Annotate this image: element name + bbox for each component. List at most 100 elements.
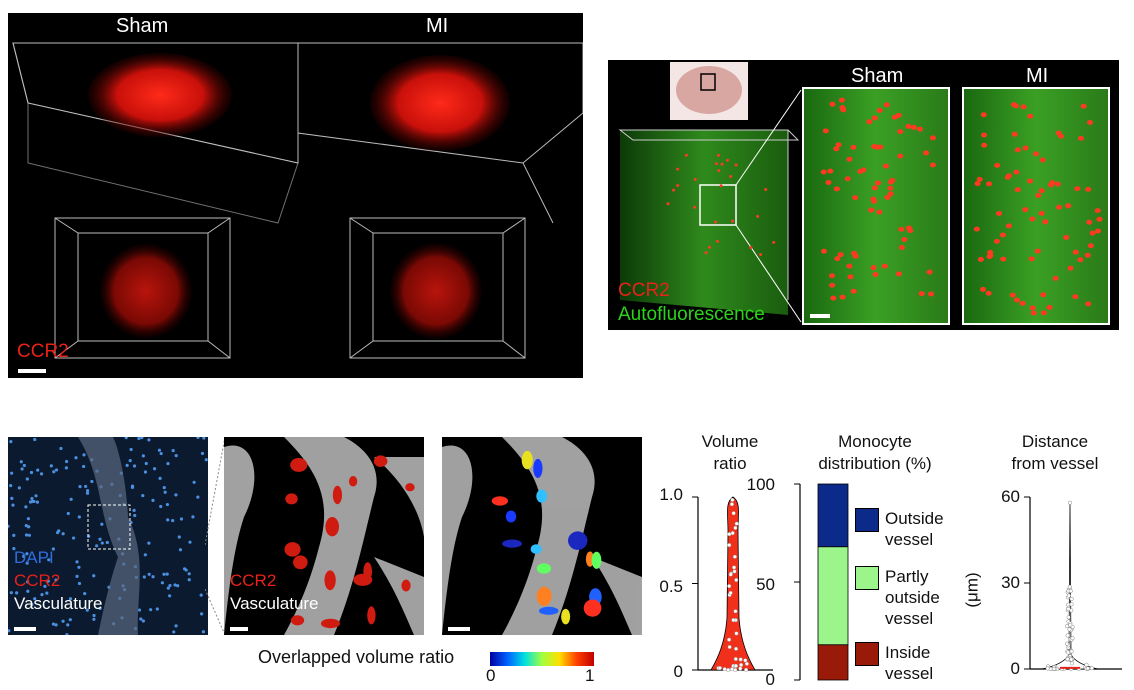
chart1-point-10 [727, 532, 732, 537]
panel-c-overlap-image [442, 437, 642, 635]
panel-c-ccr2-label-2: CCR2 [230, 571, 277, 590]
chart3-ytick-30: 30 [1001, 573, 1020, 592]
chart3-title-line2: from vessel [1011, 454, 1099, 473]
mi-brain-top [370, 55, 510, 151]
mi-top-box [297, 42, 583, 224]
sham-front-box [54, 217, 231, 359]
chart1-point-39 [717, 666, 722, 671]
overlap-render [442, 437, 642, 635]
chart3-point-40 [1089, 666, 1094, 671]
panel-a-sham-label: Sham [116, 15, 169, 37]
chart1-point-19 [744, 667, 749, 672]
chart1-point-3 [732, 565, 737, 570]
chart1-point-13 [734, 577, 739, 582]
chart1-point-16 [730, 497, 735, 502]
chart1-point-8 [726, 667, 731, 672]
chart1-point-26 [732, 554, 737, 559]
chart2-title-line2: distribution (%) [818, 454, 932, 473]
chart1-point-34 [727, 637, 732, 642]
chart1-ytick-05: 0.5 [659, 577, 683, 596]
panel-c-ccr2-label: CCR2 [14, 571, 61, 590]
panel-c-dapi-image: DAPI CCR2 Vasculature [8, 437, 208, 635]
chart1-point-15 [733, 656, 738, 661]
chart3-point-46 [1066, 593, 1072, 598]
chart1-point-36 [733, 525, 738, 530]
legend-partly-label: Partly outside vessel [885, 566, 940, 629]
chart2-bar-inside-vessel [817, 644, 849, 681]
chart1-point-32 [730, 531, 735, 536]
chart2-ytick-50: 50 [756, 575, 775, 594]
chart3-ytick-60: 60 [1001, 487, 1020, 506]
chart3-point-67 [1067, 627, 1072, 632]
chart3-point-62 [1065, 657, 1070, 662]
chart2-ytick-0: 0 [765, 670, 775, 689]
panel-c-scale-bar-3 [448, 627, 470, 631]
chart1-point-22 [739, 662, 744, 667]
legend-inside-line1: Inside [885, 643, 931, 662]
chart1-ytick-1: 1.0 [659, 485, 683, 504]
panel-b-render [618, 62, 1110, 325]
sham-zoom [802, 87, 950, 325]
green-block [620, 130, 788, 315]
chart2-ytick-100: 100 [746, 475, 775, 494]
chart3-point-23 [1084, 662, 1089, 667]
legend-partly-line2: outside [885, 588, 940, 607]
chart3-point-56 [1051, 666, 1057, 671]
legend-outside-line2: vessel [885, 530, 934, 549]
panel-c-vasculature-label-2: Vasculature [230, 594, 319, 613]
legend-partly-swatch [855, 566, 879, 590]
panel-b-scale-bar [810, 314, 830, 318]
chart3-ylabel: (μm) [962, 572, 982, 608]
legend-inside-line2: vessel [885, 664, 934, 683]
panel-c-vessel-image: CCR2 Vasculature [224, 437, 424, 635]
chart1-point-6 [722, 667, 727, 672]
chart1-point-24 [734, 646, 739, 651]
zoom-lines-c [205, 437, 226, 636]
chart1-point-37 [729, 667, 734, 672]
chart1-point-18 [727, 543, 732, 548]
panel-a-ccr2-label: CCR2 [17, 341, 69, 362]
chart3-point-51 [1045, 666, 1050, 671]
chart1-point-33 [727, 645, 732, 650]
chart3-point-31 [1066, 615, 1071, 620]
panel-a-render [12, 42, 583, 359]
chart1-point-17 [731, 511, 736, 516]
chart1-point-23 [732, 569, 737, 574]
colorbar [490, 652, 594, 666]
chart1-point-12 [729, 502, 734, 507]
chart2-plot [794, 483, 849, 681]
panel-b-autofluorescence-label: Autofluorescence [618, 304, 765, 325]
sham-top-box [12, 42, 299, 224]
chart3-point-69 [1066, 606, 1071, 611]
zoom-roi-box [699, 184, 737, 226]
chart3-point-68 [1068, 622, 1073, 628]
chart3-point-16 [1065, 633, 1070, 638]
chart1-point-5 [743, 658, 748, 663]
chart1-point-35 [733, 609, 738, 614]
chart3-point-58 [1064, 641, 1070, 646]
chart3-point-64 [1068, 588, 1073, 594]
chart3-point-10 [1069, 602, 1074, 607]
chart1-point-9 [727, 584, 732, 589]
chart1-point-29 [728, 572, 733, 577]
chart2-bar-outside-vessel [817, 483, 849, 548]
mi-brain-front [390, 243, 482, 339]
chart3-point-61 [1070, 636, 1075, 641]
panel-a-mi-label: MI [426, 15, 449, 37]
panel-c-dapi-label: DAPI [14, 548, 54, 567]
chart3-point-45 [1067, 584, 1072, 589]
legend-partly-line1: Partly [885, 567, 929, 586]
sham-brain-front [100, 244, 192, 338]
panel-b-sham-label: Sham [851, 65, 904, 87]
chart1-point-27 [734, 521, 739, 526]
panel-a-brain-3d: Sham MI CCR2 [8, 13, 583, 378]
chart1-point-38 [733, 663, 738, 668]
panel-a-scale-bar [18, 369, 46, 373]
panel-b-zoom: Sham MI CCR2 Autofluorescence [608, 60, 1119, 330]
chart3-point-21 [1069, 596, 1074, 601]
legend-outside-swatch [855, 508, 879, 532]
chart1-ytick-0: 0 [673, 662, 683, 681]
legend-inside-label: Inside vessel [885, 642, 933, 684]
chart3-point-max [1067, 500, 1073, 505]
chart1-point-11 [728, 590, 733, 595]
